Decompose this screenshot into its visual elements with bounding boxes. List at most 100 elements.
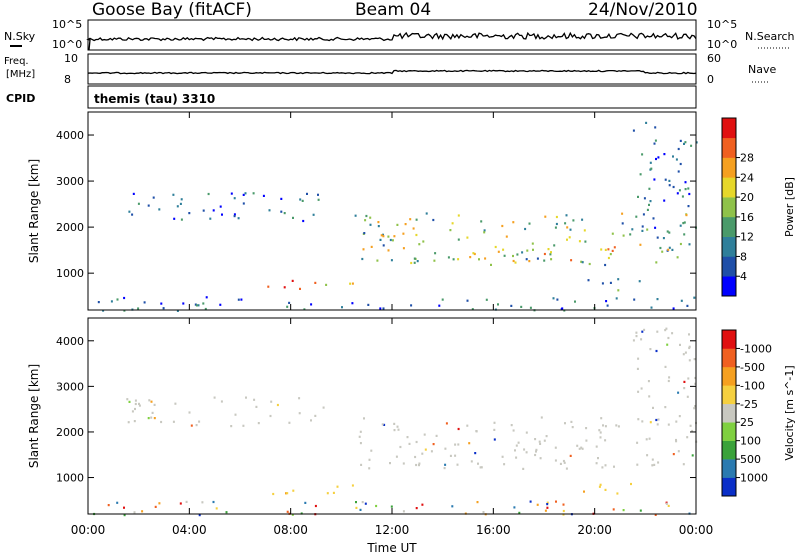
range-cell	[116, 298, 119, 301]
range-cell	[688, 346, 691, 350]
range-cell	[413, 257, 416, 260]
range-cell	[536, 503, 539, 506]
range-cell	[310, 303, 313, 306]
range-cell	[454, 443, 457, 446]
range-cell	[607, 256, 610, 260]
range-cell	[686, 436, 689, 439]
power-panel: 1000 2000 3000 4000 Slant Range [km]	[27, 111, 698, 312]
colorbar-swatch	[722, 256, 736, 277]
colorbar-tick-label: -100	[740, 379, 765, 392]
range-cell	[432, 443, 435, 446]
x-tick-label: 20:00	[577, 523, 612, 537]
range-cell	[607, 248, 610, 251]
noise-right-label: N.Search	[745, 30, 795, 43]
range-cell	[418, 462, 421, 465]
range-cell	[514, 449, 516, 452]
range-cell	[655, 261, 658, 264]
range-cell	[688, 243, 691, 246]
range-cell	[172, 420, 175, 423]
range-cell	[197, 304, 200, 307]
freq-label-units: [MHz]	[6, 69, 35, 80]
range-cell	[604, 488, 607, 491]
range-cell	[599, 436, 602, 439]
range-cell	[677, 147, 680, 151]
range-cell	[654, 513, 657, 516]
range-cell	[303, 308, 306, 311]
range-cell	[648, 203, 650, 206]
colorbar-tick-label: 20	[740, 191, 754, 204]
range-cell	[672, 155, 674, 158]
range-cell	[468, 442, 471, 445]
range-cell	[402, 510, 405, 513]
range-cell	[601, 466, 604, 469]
range-cell	[185, 500, 188, 503]
range-cell	[336, 485, 339, 488]
range-cell	[510, 304, 513, 307]
range-cell	[560, 308, 563, 311]
range-cell	[555, 222, 558, 226]
range-cell	[368, 458, 371, 461]
range-cell	[641, 420, 644, 423]
range-cell	[234, 413, 237, 416]
range-cell	[502, 248, 505, 251]
range-cell	[415, 507, 418, 510]
range-cell	[233, 213, 236, 216]
range-cell	[635, 215, 638, 218]
range-cell	[578, 447, 581, 450]
range-cell	[233, 215, 236, 218]
range-cell	[535, 450, 537, 453]
range-cell	[526, 249, 529, 252]
range-cell	[587, 279, 590, 282]
range-cell	[410, 304, 413, 307]
range-cell	[363, 417, 365, 420]
range-cell	[600, 248, 603, 251]
range-cell	[543, 252, 546, 256]
range-cell	[354, 214, 357, 217]
range-cell	[562, 459, 565, 463]
range-cell	[128, 210, 131, 213]
range-cell	[646, 454, 649, 457]
range-cell	[276, 403, 279, 407]
range-cell	[134, 399, 137, 402]
range-cell	[110, 300, 113, 303]
range-cell	[252, 192, 255, 195]
range-cell	[182, 302, 185, 305]
range-cell	[382, 235, 385, 238]
range-cell	[269, 414, 272, 418]
range-cell	[451, 222, 454, 225]
range-cell	[379, 307, 382, 310]
range-cell	[524, 227, 527, 231]
range-cell	[683, 142, 685, 145]
range-cell	[349, 282, 352, 285]
range-cell	[285, 492, 287, 495]
range-cell	[304, 501, 307, 504]
range-cell	[421, 452, 424, 455]
range-cell	[369, 223, 372, 226]
x-tick-label: 08:00	[273, 523, 308, 537]
range-cell	[572, 219, 575, 222]
y-tick-label: 1000	[56, 267, 84, 280]
range-cell	[153, 417, 156, 420]
range-cell	[536, 257, 539, 260]
range-cell	[553, 244, 556, 247]
range-cell	[359, 442, 362, 445]
range-cell	[180, 198, 183, 201]
range-cell	[637, 390, 640, 393]
range-cell	[127, 421, 130, 424]
range-cell	[422, 240, 425, 243]
range-cell	[679, 343, 681, 346]
range-cell	[133, 420, 136, 423]
range-cell	[283, 212, 286, 215]
range-cell	[390, 505, 393, 508]
range-cell	[525, 451, 528, 454]
range-cell	[615, 424, 618, 427]
range-cell	[355, 501, 357, 504]
range-cell	[668, 246, 671, 249]
range-cell	[395, 455, 398, 458]
range-cell	[415, 218, 418, 221]
range-cell	[647, 380, 650, 383]
range-cell	[679, 224, 682, 227]
range-cell	[484, 257, 487, 260]
range-cell	[687, 377, 690, 380]
range-cell	[212, 209, 215, 212]
